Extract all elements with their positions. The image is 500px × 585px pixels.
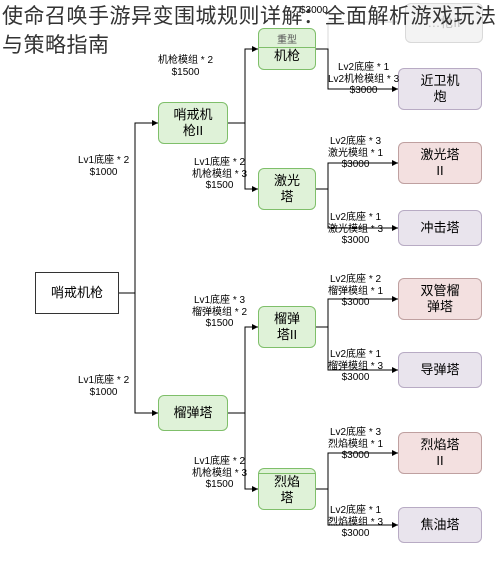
edge-label: Lv2底座 * 3激光模组 * 1$3000 (328, 136, 383, 171)
node-jiguang2: 激光塔II (398, 142, 482, 184)
node-chongji: 冲击塔 (398, 210, 482, 246)
node-liehuo: 烈焰塔 (258, 468, 316, 510)
node-label: 烈焰塔II (420, 437, 459, 468)
edge-label: Lv2底座 * 3烈焰模组 * 1$3000 (328, 427, 383, 462)
node-jinwei: 近卫机炮 (398, 68, 482, 110)
node-daodan: 导弹塔 (398, 352, 482, 388)
edge-label: Lv2底座 * 1Lv2机枪模组 * 3$3000 (328, 62, 399, 97)
node-liehuo2: 烈焰塔II (398, 432, 482, 474)
node-label: 烈焰塔 (274, 474, 300, 505)
edge-label: Lv1底座 * 3榴弹模组 * 2$1500 (192, 295, 247, 330)
edge-label: Lv2底座 * 2榴弹模组 * 1$3000 (328, 274, 383, 309)
edge-label: Lv1底座 * 2$1000 (78, 155, 129, 178)
node-label: 近卫机炮 (420, 73, 459, 104)
edge-label: Lv2底座 * 1榴弹模组 * 3$3000 (328, 349, 383, 384)
node-liudan2: 榴弹塔II (258, 306, 316, 348)
node-shuangguan: 双管榴弹塔 (398, 278, 482, 320)
node-root: 哨戒机枪 (35, 272, 119, 314)
page-title: 使命召唤手游异变围城规则详解：全面解析游戏玩法与策略指南 (2, 2, 500, 61)
node-label: 激光塔II (420, 147, 459, 178)
edge-label: Lv1底座 * 2机枪模组 * 3$1500 (192, 157, 247, 192)
node-jiaoyou: 焦油塔 (398, 507, 482, 543)
node-label: 双管榴弹塔 (420, 283, 459, 314)
node-label: 榴弹塔II (274, 311, 300, 342)
node-label: 哨戒机枪II (173, 107, 212, 138)
node-label: 榴弹塔 (173, 405, 212, 421)
node-liudan: 榴弹塔 (158, 395, 228, 431)
node-shaojie2: 哨戒机枪II (158, 102, 228, 144)
node-jiguang: 激光塔 (258, 168, 316, 210)
edge-label: Lv2底座 * 1烈焰模组 * 3$3000 (328, 505, 383, 540)
edge-label: Lv1底座 * 2机枪模组 * 3$1500 (192, 456, 247, 491)
node-label: 冲击塔 (420, 220, 459, 236)
node-label: 焦油塔 (420, 517, 459, 533)
node-label: 导弹塔 (420, 362, 459, 378)
node-label: 哨戒机枪 (51, 285, 103, 301)
edge-label: Lv1底座 * 2$1000 (78, 375, 129, 398)
node-label: 激光塔 (274, 173, 300, 204)
edge-label: Lv2底座 * 1激光模组 * 3$3000 (328, 212, 383, 247)
